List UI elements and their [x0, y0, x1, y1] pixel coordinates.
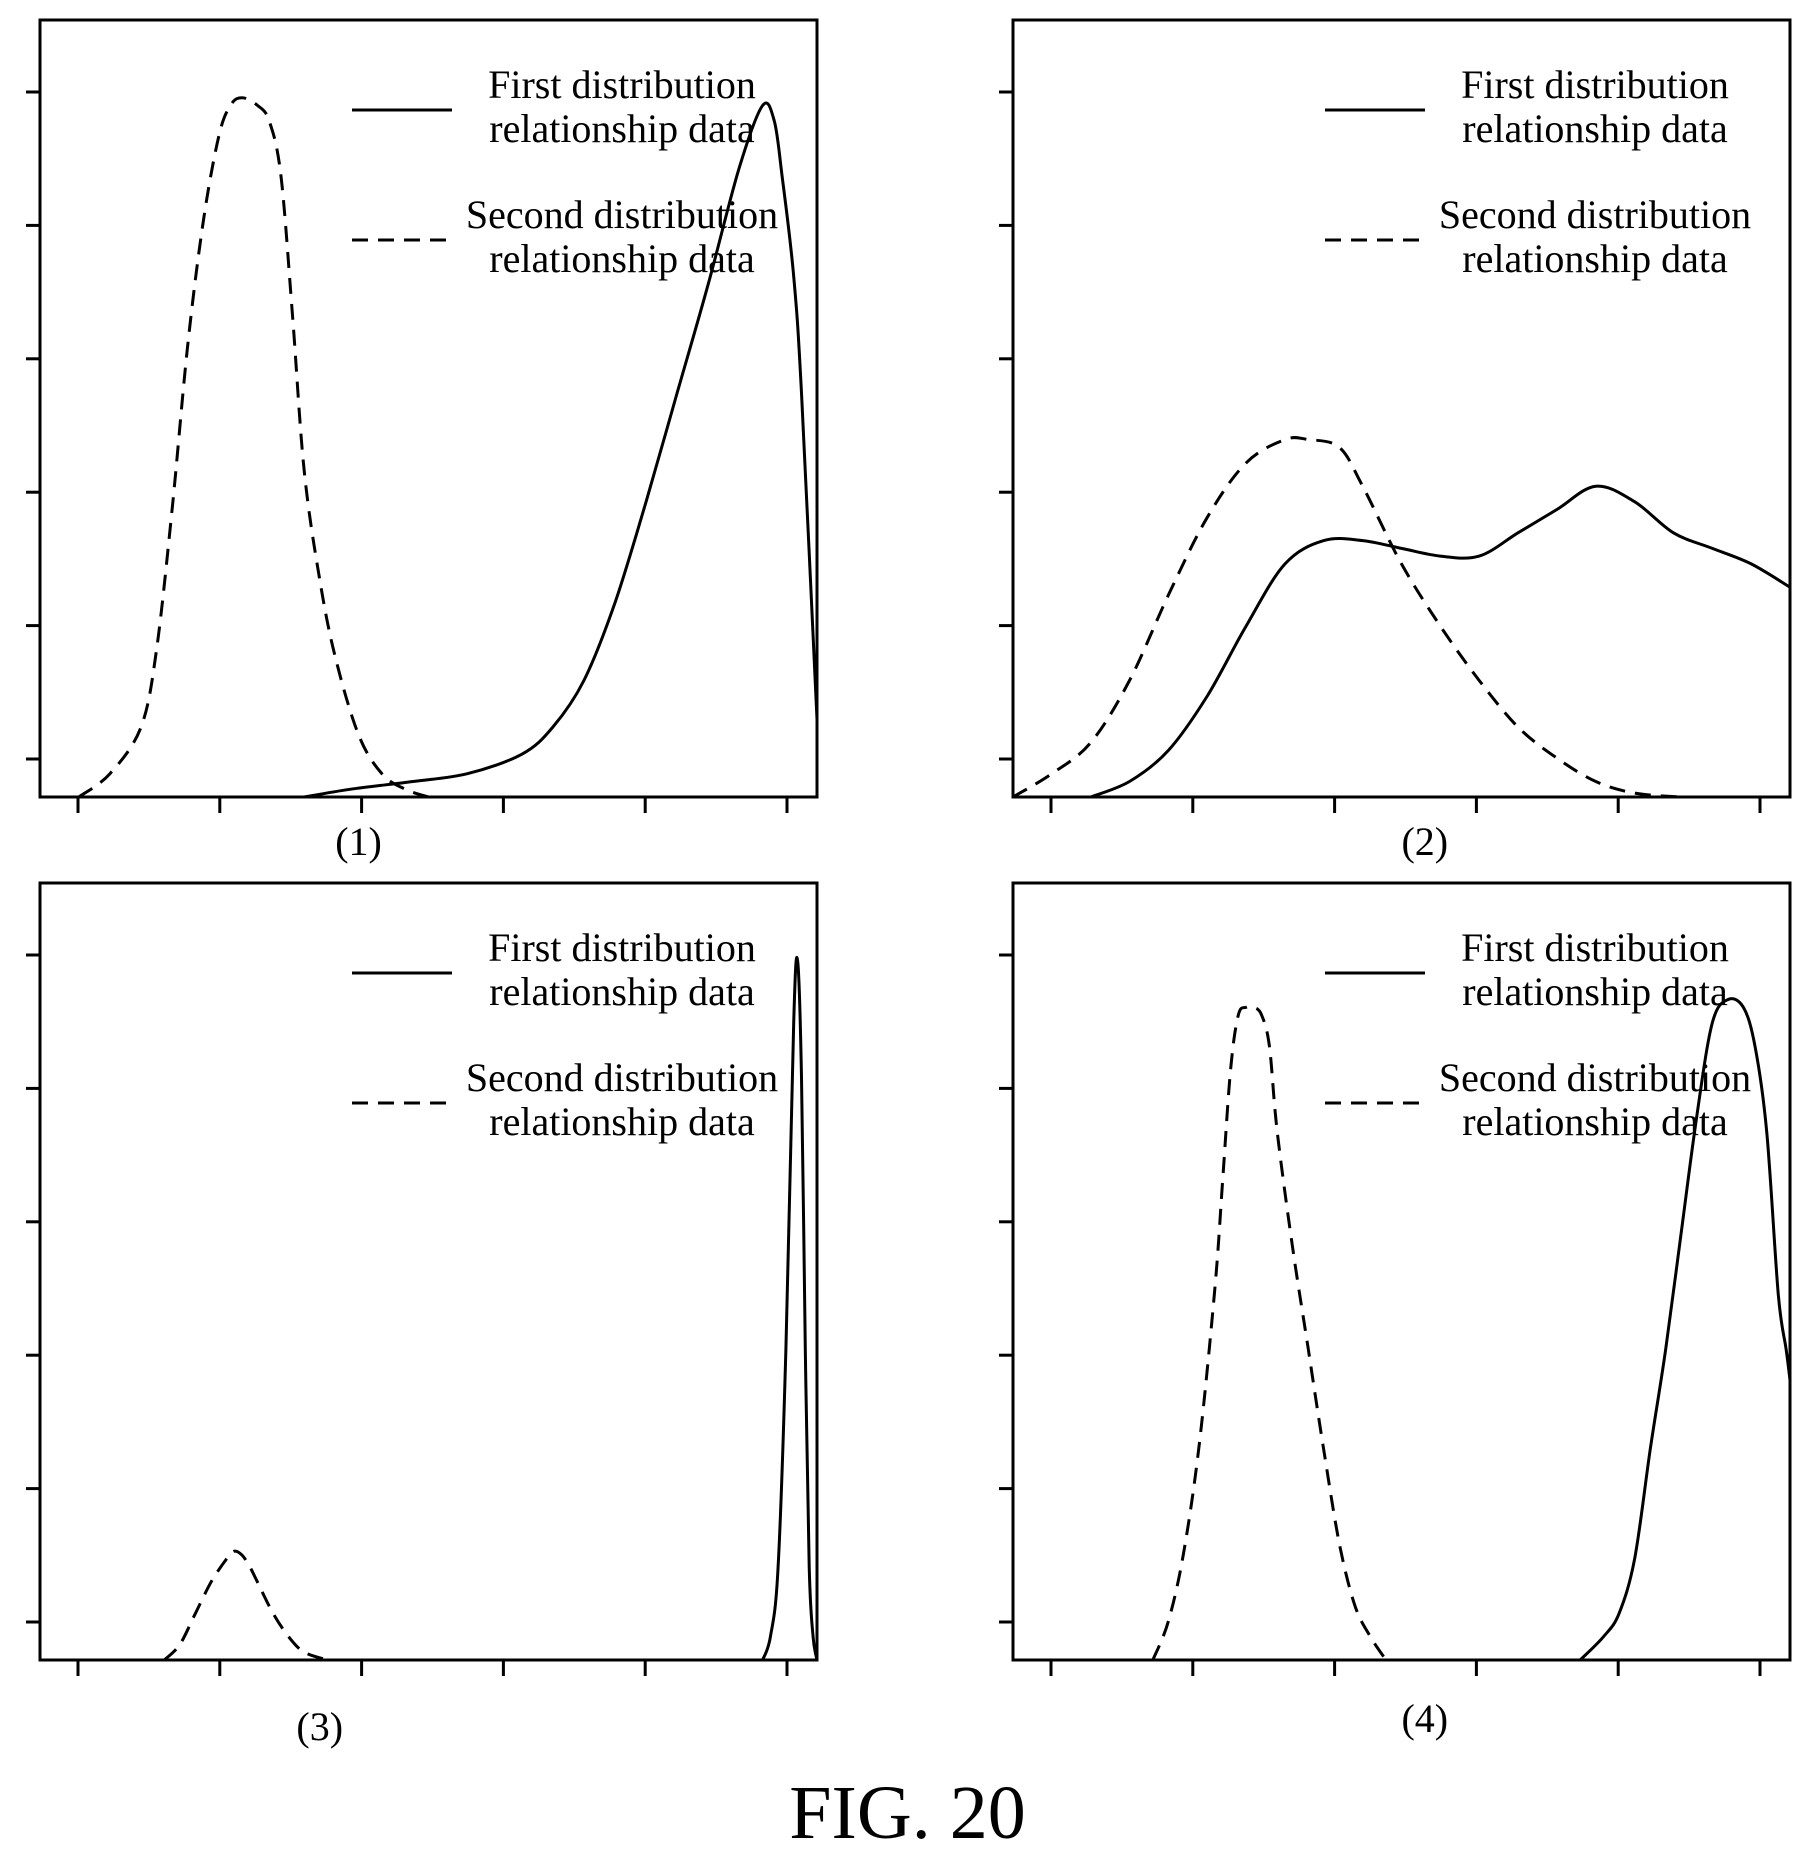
second-distribution-curve — [1151, 1004, 1388, 1661]
legend-label: First distribution relationship data — [1461, 62, 1729, 151]
legend-entry-first: First distribution relationship data — [352, 925, 756, 1014]
figure-caption: FIG. 20 — [789, 1771, 1026, 1855]
legend-entry-second: Second distribution relationship data — [352, 192, 778, 281]
legend-entry-second: Second distribution relationship data — [352, 1055, 778, 1144]
panel-label: (3) — [296, 1704, 343, 1749]
second-distribution-curve — [1012, 436, 1682, 799]
plot-frame — [1011, 18, 1792, 799]
first-distribution-curve — [1579, 997, 1792, 1662]
first-distribution-curve — [1090, 484, 1791, 799]
first-distribution-curve — [761, 955, 819, 1661]
plot-frame — [1011, 881, 1792, 1662]
legend-label: Second distribution relationship data — [1439, 192, 1751, 281]
legend-entry-second: Second distribution relationship data — [1325, 192, 1751, 281]
second-distribution-curve — [77, 96, 429, 799]
legend-entry-first: First distribution relationship data — [1325, 925, 1729, 1014]
legend-label: First distribution relationship data — [488, 62, 756, 151]
legend-label: First distribution relationship data — [488, 925, 756, 1014]
chart-panel-4: First distribution relationship data Secon… — [999, 881, 1792, 1741]
legend-entry-first: First distribution relationship data — [1325, 62, 1729, 151]
legend-label: Second distribution relationship data — [466, 192, 778, 281]
chart-panel-1: First distribution relationship data Secon… — [26, 18, 819, 864]
panel-label: (1) — [335, 819, 382, 864]
legend-label: Second distribution relationship data — [466, 1055, 778, 1144]
chart-panel-3: First distribution relationship data Secon… — [26, 881, 819, 1749]
legend-entry-second: Second distribution relationship data — [1325, 1055, 1751, 1144]
chart-panel-2: First distribution relationship data Secon… — [999, 18, 1792, 864]
second-distribution-curve — [163, 1549, 328, 1662]
panel-label: (2) — [1401, 819, 1448, 864]
legend-label: Second distribution relationship data — [1439, 1055, 1751, 1144]
legend-entry-first: First distribution relationship data — [352, 62, 756, 151]
first-distribution-curve — [303, 101, 819, 799]
plot-frame — [38, 881, 819, 1662]
legend-label: First distribution relationship data — [1461, 925, 1729, 1014]
panel-label: (4) — [1401, 1696, 1448, 1741]
